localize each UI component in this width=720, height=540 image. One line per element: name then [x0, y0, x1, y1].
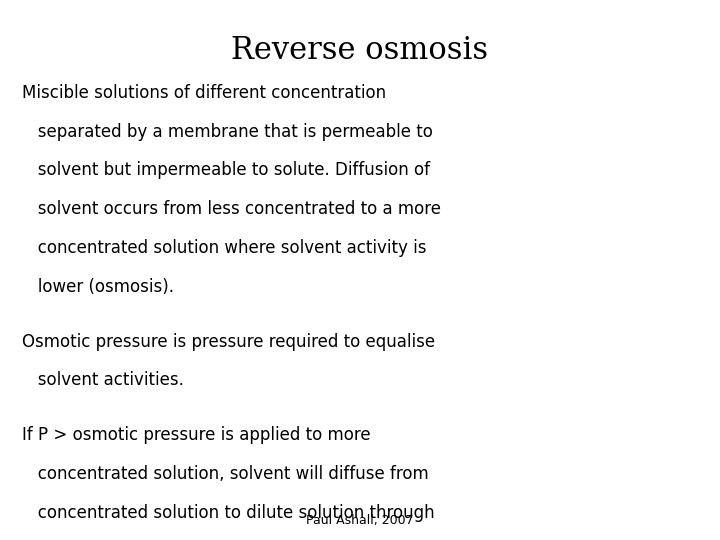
Text: solvent but impermeable to solute. Diffusion of: solvent but impermeable to solute. Diffu…	[22, 161, 430, 179]
Text: separated by a membrane that is permeable to: separated by a membrane that is permeabl…	[22, 123, 433, 140]
Text: Paul Ashall, 2007: Paul Ashall, 2007	[306, 514, 414, 527]
Text: solvent occurs from less concentrated to a more: solvent occurs from less concentrated to…	[22, 200, 441, 218]
Text: Miscible solutions of different concentration: Miscible solutions of different concentr…	[22, 84, 386, 102]
Text: solvent activities.: solvent activities.	[22, 372, 184, 389]
Text: concentrated solution to dilute solution through: concentrated solution to dilute solution…	[22, 504, 434, 522]
Text: Reverse osmosis: Reverse osmosis	[231, 35, 489, 66]
Text: If P > osmotic pressure is applied to more: If P > osmotic pressure is applied to mo…	[22, 426, 370, 444]
Text: concentrated solution, solvent will diffuse from: concentrated solution, solvent will diff…	[22, 465, 428, 483]
Text: lower (osmosis).: lower (osmosis).	[22, 278, 174, 296]
Text: Osmotic pressure is pressure required to equalise: Osmotic pressure is pressure required to…	[22, 333, 435, 350]
Text: concentrated solution where solvent activity is: concentrated solution where solvent acti…	[22, 239, 426, 257]
